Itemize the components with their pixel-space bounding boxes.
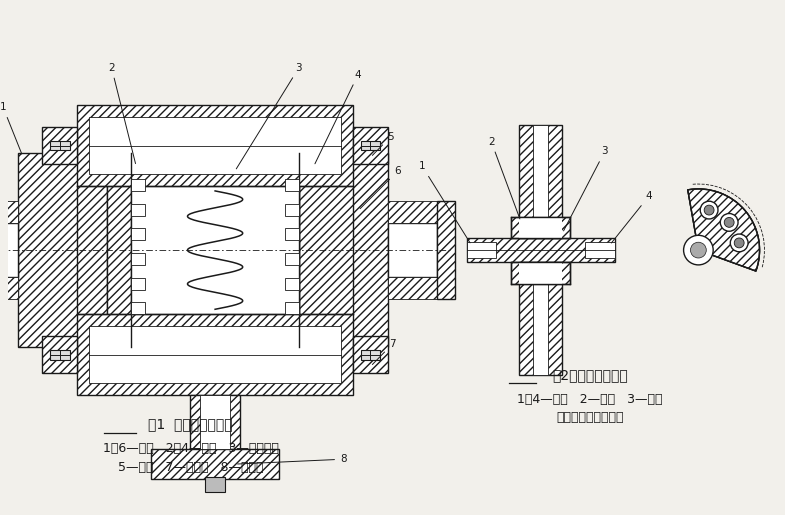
Text: 图2弹簧棒销联轴器: 图2弹簧棒销联轴器 xyxy=(552,368,628,382)
Bar xyxy=(131,278,145,289)
Text: 2: 2 xyxy=(488,136,520,219)
Bar xyxy=(0,277,18,299)
Text: 3: 3 xyxy=(236,63,302,169)
Bar xyxy=(0,201,18,223)
Bar xyxy=(353,336,388,373)
Text: 1、6—轮毂   2、4—外毂   3—蛇形弹簧: 1、6—轮毂 2、4—外毂 3—蛇形弹簧 xyxy=(103,442,279,455)
Bar xyxy=(50,350,70,359)
Bar xyxy=(77,105,353,186)
Bar xyxy=(131,302,145,314)
Bar xyxy=(131,153,299,347)
Text: 6: 6 xyxy=(360,166,401,209)
Text: 4: 4 xyxy=(315,70,361,164)
Bar xyxy=(511,217,570,238)
Bar xyxy=(285,229,299,240)
Bar xyxy=(360,141,380,150)
Bar xyxy=(353,127,388,164)
Bar xyxy=(205,477,225,492)
Bar xyxy=(437,201,455,299)
Text: 5: 5 xyxy=(372,132,394,156)
Circle shape xyxy=(684,235,714,265)
Bar xyxy=(388,201,437,223)
Bar xyxy=(285,253,299,265)
Bar xyxy=(585,242,615,258)
Text: 2: 2 xyxy=(108,63,136,164)
Bar xyxy=(77,314,353,395)
Bar xyxy=(50,141,70,150)
Bar xyxy=(0,223,18,277)
Text: 1: 1 xyxy=(419,161,470,243)
Bar xyxy=(519,262,562,284)
Circle shape xyxy=(734,238,744,248)
Bar xyxy=(131,253,145,265)
Bar xyxy=(388,277,437,299)
Text: 棒销（聚氨酯橡胶）: 棒销（聚氨酯橡胶） xyxy=(556,411,623,424)
Bar xyxy=(511,262,570,284)
Bar xyxy=(42,127,77,164)
Bar xyxy=(285,204,299,216)
Bar xyxy=(519,125,562,238)
Bar xyxy=(131,229,145,240)
Bar xyxy=(285,278,299,289)
Bar xyxy=(285,302,299,314)
Bar xyxy=(274,153,299,347)
Text: 4: 4 xyxy=(612,191,652,243)
Bar xyxy=(466,238,615,262)
Bar xyxy=(42,336,77,373)
Circle shape xyxy=(725,217,734,227)
Text: 1: 1 xyxy=(0,102,22,154)
Circle shape xyxy=(704,205,714,215)
Text: 3: 3 xyxy=(564,146,608,231)
Bar xyxy=(18,153,107,347)
Bar xyxy=(131,204,145,216)
Bar xyxy=(107,153,131,347)
Bar xyxy=(131,179,145,191)
Bar xyxy=(299,153,388,347)
Circle shape xyxy=(700,201,718,219)
Bar xyxy=(533,125,549,238)
Bar xyxy=(151,449,279,479)
Bar xyxy=(27,53,407,462)
Bar xyxy=(533,262,549,375)
Bar xyxy=(360,350,380,359)
Bar xyxy=(466,242,496,258)
Circle shape xyxy=(730,234,748,252)
Bar xyxy=(191,395,239,449)
Bar xyxy=(285,179,299,191)
Text: 8: 8 xyxy=(238,454,347,464)
Bar xyxy=(89,117,341,174)
Text: 1、4—轮毂   2—外套   3—弹性: 1、4—轮毂 2—外套 3—弹性 xyxy=(517,392,663,405)
Bar xyxy=(200,395,230,449)
Bar xyxy=(519,217,562,238)
Bar xyxy=(519,262,562,375)
Circle shape xyxy=(691,242,706,258)
Polygon shape xyxy=(688,189,760,271)
Text: 5—螺栓   7—密封圈   8—注油嘴: 5—螺栓 7—密封圈 8—注油嘴 xyxy=(118,460,263,474)
Bar xyxy=(89,326,341,383)
Text: 图1  蛇形弹簧联轴器: 图1 蛇形弹簧联轴器 xyxy=(148,418,233,432)
Polygon shape xyxy=(688,189,760,271)
Text: 7: 7 xyxy=(372,339,396,365)
Circle shape xyxy=(721,214,738,231)
Bar xyxy=(388,223,437,277)
